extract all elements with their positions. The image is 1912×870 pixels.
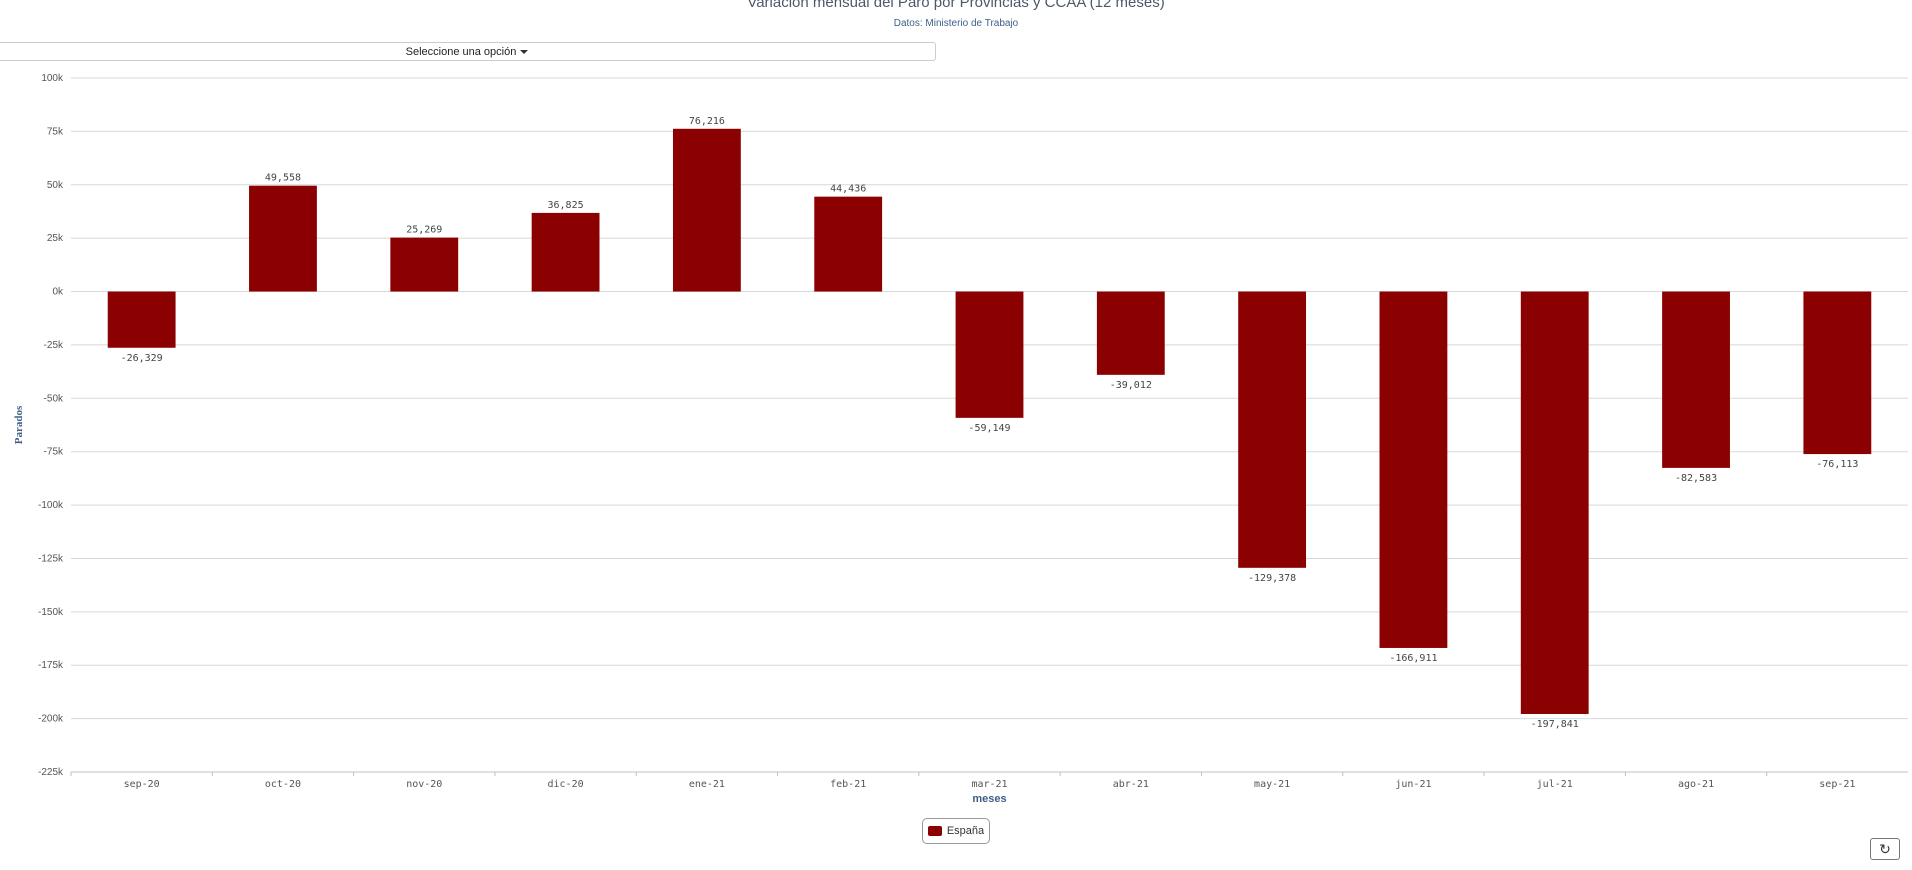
y-tick-label: -100k <box>38 500 64 511</box>
x-tick-label: nov-20 <box>406 779 442 790</box>
y-tick-label: 0k <box>52 287 64 298</box>
x-tick-label: dic-20 <box>548 779 584 790</box>
x-tick-label: sep-21 <box>1819 779 1855 790</box>
data-label: -59,149 <box>968 423 1010 434</box>
y-axis-title: Parados <box>13 405 25 444</box>
data-label: -197,841 <box>1531 719 1579 730</box>
x-tick-label: may-21 <box>1254 779 1290 790</box>
y-tick-label: -200k <box>38 714 64 725</box>
bar-feb-21 <box>814 196 883 292</box>
data-label: -82,583 <box>1675 473 1717 484</box>
bar-ene-21 <box>672 128 741 292</box>
bar-sep-20 <box>107 291 176 348</box>
x-tick-label: oct-20 <box>265 779 301 790</box>
bar-nov-20 <box>390 237 459 292</box>
x-tick-label: sep-20 <box>124 779 160 790</box>
bar-oct-20 <box>249 185 317 292</box>
option-select[interactable]: Seleccione una opción <box>0 42 936 61</box>
y-tick-label: 100k <box>41 73 64 84</box>
data-label: -26,329 <box>121 353 163 364</box>
x-tick-label: jun-21 <box>1395 779 1431 790</box>
data-label: 36,825 <box>548 200 584 211</box>
select-label: Seleccione una opción <box>405 45 517 58</box>
data-label: -76,113 <box>1816 459 1858 470</box>
x-tick-label: jul-21 <box>1537 779 1573 790</box>
data-label: -129,378 <box>1248 573 1296 584</box>
chart-subtitle: Datos: Ministerio de Trabajo <box>893 18 1019 29</box>
y-tick-label: -175k <box>38 660 64 671</box>
bar-jul-21 <box>1520 291 1589 715</box>
x-tick-label: feb-21 <box>830 779 866 790</box>
chart-title: Variación mensual del Paro por Provincia… <box>747 0 1165 11</box>
y-tick-label: -50k <box>44 393 64 404</box>
y-tick-label: -75k <box>44 447 64 458</box>
x-axis-title: meses <box>972 793 1006 805</box>
y-tick-label: -25k <box>44 340 64 351</box>
data-label: 76,216 <box>689 116 725 127</box>
data-label: 44,436 <box>830 184 866 195</box>
bar-mar-21 <box>955 291 1024 418</box>
y-tick-label: -125k <box>38 553 64 564</box>
refresh-button[interactable]: ↻ <box>1870 838 1900 860</box>
refresh-icon: ↻ <box>1879 840 1891 857</box>
y-tick-label: 75k <box>47 126 64 137</box>
data-label: 49,558 <box>265 173 301 184</box>
data-label: -166,911 <box>1389 653 1437 664</box>
bar-dic-20 <box>531 212 600 292</box>
bar-jun-21 <box>1379 291 1448 648</box>
bar-sep-21 <box>1803 291 1872 455</box>
bar-abr-21 <box>1096 291 1165 375</box>
x-tick-label: abr-21 <box>1113 779 1149 790</box>
legend-item-espana[interactable]: España <box>922 818 990 844</box>
bar-ago-21 <box>1662 291 1730 468</box>
caret-down-icon <box>520 49 529 54</box>
data-label: -39,012 <box>1110 380 1152 391</box>
data-label: 25,269 <box>406 225 442 236</box>
y-tick-label: 50k <box>47 180 64 191</box>
y-tick-label: -225k <box>38 767 64 778</box>
y-tick-label: -150k <box>38 607 64 618</box>
y-tick-label: 25k <box>47 233 64 244</box>
x-tick-label: ago-21 <box>1678 779 1714 790</box>
x-tick-label: ene-21 <box>689 779 725 790</box>
bar-may-21 <box>1238 291 1307 568</box>
x-tick-label: mar-21 <box>971 779 1007 790</box>
legend-label: España <box>946 825 985 837</box>
legend-swatch <box>927 826 942 836</box>
